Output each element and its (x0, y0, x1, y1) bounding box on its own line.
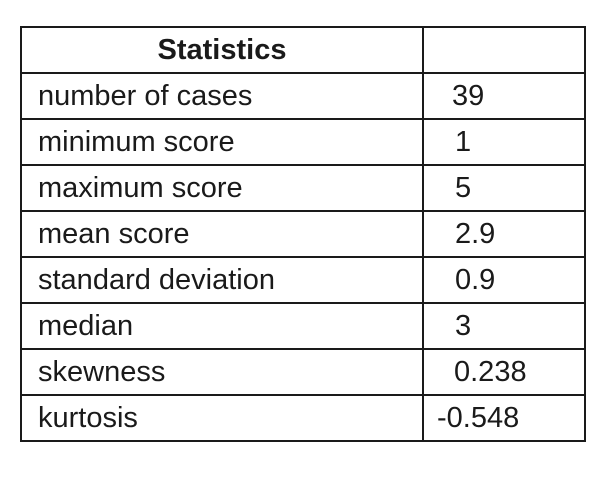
row-label: minimum score (20, 118, 424, 166)
row-value: 5 (422, 164, 586, 212)
row-value: 0.9 (422, 256, 586, 304)
table-header-value (422, 26, 586, 74)
table-title: Statistics (20, 26, 424, 74)
table-row: maximum score 5 (20, 164, 586, 212)
row-value: 3 (422, 302, 586, 350)
row-value: -0.548 (422, 394, 586, 442)
row-value: 1 (422, 118, 586, 166)
row-value: 39 (422, 72, 586, 120)
row-value: 2.9 (422, 210, 586, 258)
row-label: maximum score (20, 164, 424, 212)
table-row: mean score 2.9 (20, 210, 586, 258)
table-row: kurtosis -0.548 (20, 394, 586, 442)
table-header-row: Statistics (20, 26, 586, 74)
table-row: skewness 0.238 (20, 348, 586, 396)
row-label: mean score (20, 210, 424, 258)
row-label: number of cases (20, 72, 424, 120)
table-row: median 3 (20, 302, 586, 350)
table-row: minimum score 1 (20, 118, 586, 166)
row-value: 0.238 (422, 348, 586, 396)
row-label: kurtosis (20, 394, 424, 442)
table-row: standard deviation 0.9 (20, 256, 586, 304)
statistics-table: Statistics number of cases 39 minimum sc… (20, 26, 586, 442)
row-label: median (20, 302, 424, 350)
row-label: skewness (20, 348, 424, 396)
row-label: standard deviation (20, 256, 424, 304)
table-row: number of cases 39 (20, 72, 586, 120)
